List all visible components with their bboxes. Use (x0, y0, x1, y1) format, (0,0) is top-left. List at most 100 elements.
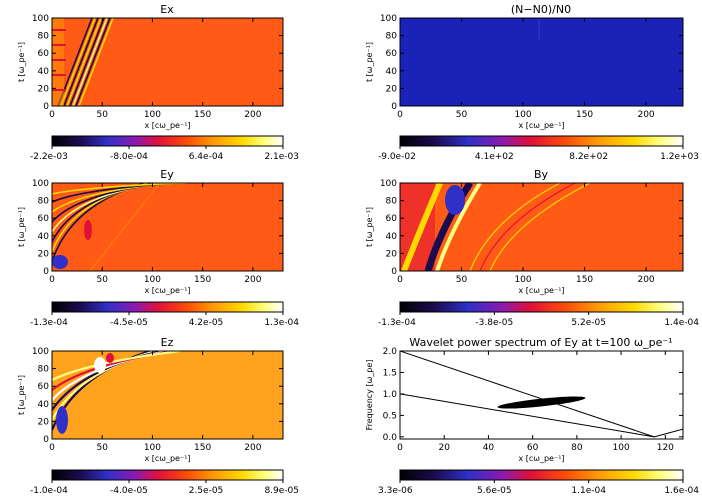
y-tick-label: 80 (386, 197, 398, 207)
plot-frame (399, 182, 684, 272)
plot-frame (399, 350, 684, 440)
colorbar-tick-label: -1.0e-04 (30, 486, 68, 496)
heatmap-field (52, 18, 283, 106)
x-tick-label: 100 (144, 275, 161, 285)
colorbar-tick-label: 5.6e-05 (477, 486, 512, 496)
y-axis-label: t [ω_pe⁻¹] (17, 42, 26, 82)
x-tick-label: 100 (514, 275, 531, 285)
y-tick-label: 100 (32, 14, 49, 24)
y-axis-label: Frequency [ω_pe] (365, 360, 374, 431)
colorbar-gradient (399, 469, 684, 481)
axes-ez: 0 50 100 150 200 x [cω_pe⁻¹] 0 20 40 60 80 100 t [ω_… (17, 347, 284, 463)
y-tick-label: 60 (386, 49, 398, 59)
axes-density: 0 50 100 150 200 x [cω_pe⁻¹] 0 20 40 60 80 100 t [ω_… (365, 14, 684, 130)
panel-ex: Ex (52, 3, 283, 106)
x-axis-label: x [cω_pe⁻¹] (144, 454, 190, 463)
panel-wavelet: Wavelet power spectrum of Ey at t=100 ω_… (400, 336, 683, 439)
panel-title: (N−N0)/N0 (511, 3, 571, 16)
x-tick-label: 100 (144, 443, 161, 453)
colorbar-ex: -2.2e-03 -8.0e-04 6.4e-04 2.1e-03 (30, 135, 299, 162)
colorbar-tick-label: 8.2e+02 (569, 152, 608, 162)
y-tick-label: 40 (386, 232, 398, 242)
x-tick-label: 0 (397, 443, 403, 453)
y-tick-label: 20 (38, 249, 50, 259)
heatmap-field (52, 183, 283, 271)
y-tick-label: 20 (386, 249, 398, 259)
x-tick-label: 150 (194, 110, 211, 120)
panel-density: (N−N0)/N0 (400, 3, 683, 106)
panel-title: Wavelet power spectrum of Ey at t=100 ω_… (409, 336, 672, 349)
plot-frame (51, 182, 284, 272)
x-tick-label: 60 (527, 443, 539, 453)
colorbar-gradient (51, 469, 284, 481)
colorbar-tick-label: 1.6e-04 (664, 486, 699, 496)
heatmap-field (400, 18, 683, 106)
colorbar-density: -9.0e-02 4.1e+02 8.2e+02 1.2e+03 (378, 135, 699, 162)
y-tick-label: 100 (32, 179, 49, 189)
y-axis-label: t [ω_pe⁻¹] (17, 207, 26, 247)
panel-by: By (400, 168, 683, 271)
x-tick-label: 50 (456, 275, 468, 285)
y-tick-label: 0 (43, 267, 49, 277)
x-tick-label: 120 (657, 443, 674, 453)
y-tick-label: 0.5 (383, 411, 397, 421)
y-tick-label: 60 (38, 214, 50, 224)
y-tick-label: 1.5 (383, 368, 397, 378)
source-oscillation (52, 18, 66, 106)
colorbar-tick-label: 2.1e-03 (264, 152, 299, 162)
colorbar-tick-label: 4.1e+02 (475, 152, 514, 162)
y-tick-label: 1.0 (383, 390, 398, 400)
panel-title: Ez (161, 336, 174, 349)
y-tick-label: 60 (38, 382, 50, 392)
y-axis-label: t [ω_pe⁻¹] (17, 375, 26, 415)
x-tick-label: 40 (483, 443, 495, 453)
colorbar-tick-label: 1.1e-04 (571, 486, 606, 496)
x-tick-label: 200 (637, 275, 654, 285)
colorbar-ez: -1.0e-04 -4.0e-05 2.5e-05 8.9e-05 (30, 469, 299, 496)
y-tick-label: 20 (38, 84, 50, 94)
x-tick-label: 0 (49, 275, 55, 285)
colorbar-tick-label: -8.0e-04 (110, 152, 148, 162)
colorbar-tick-label: 1.2e+03 (660, 152, 699, 162)
axes-ey: 0 50 100 150 200 x [cω_pe⁻¹] 0 20 40 60 80 100 t [ω_… (17, 179, 284, 295)
colorbar-tick-label: 1.3e-04 (264, 318, 299, 328)
y-tick-label: 80 (38, 197, 50, 207)
x-tick-label: 200 (244, 110, 261, 120)
colorbar-tick-label: 2.5e-05 (189, 486, 224, 496)
plot-frame (51, 17, 284, 107)
x-tick-label: 50 (96, 443, 108, 453)
x-tick-label: 100 (514, 110, 531, 120)
colorbar-tick-label: -1.3e-04 (30, 318, 68, 328)
x-tick-label: 0 (397, 110, 403, 120)
y-tick-label: 80 (386, 32, 398, 42)
ridge-line (400, 351, 655, 438)
colorbar-tick-label: 5.2e-05 (571, 318, 606, 328)
colorbar-tick-label: -9.0e-02 (378, 152, 416, 162)
colorbar-ey: -1.3e-04 -4.5e-05 4.2e-05 1.3e-04 (30, 301, 299, 328)
x-tick-label: 0 (49, 110, 55, 120)
y-tick-label: 80 (38, 365, 50, 375)
y-tick-label: 100 (32, 347, 49, 357)
x-tick-label: 150 (194, 275, 211, 285)
panel-title: Ey (160, 168, 174, 181)
y-tick-label: 40 (386, 67, 398, 77)
colorbar-tick-label: 4.2e-05 (189, 318, 224, 328)
colorbar-tick-label: -4.0e-05 (110, 486, 148, 496)
y-tick-label: 100 (380, 179, 397, 189)
x-tick-label: 100 (613, 443, 630, 453)
y-tick-label: 20 (38, 417, 50, 427)
power-blob (497, 396, 586, 409)
x-axis-label: x [cω_pe⁻¹] (144, 121, 190, 130)
axes-wavelet: 0 20 40 60 80 100 120 x [cω_pe⁻¹] 0.0 0.5 1.0 1.5 2.… (365, 347, 684, 463)
x-tick-label: 150 (576, 275, 593, 285)
panel-title: Ex (160, 3, 174, 16)
colorbar-tick-label: -2.2e-03 (30, 152, 68, 162)
axes-by: 0 50 100 150 200 x [cω_pe⁻¹] 0 20 40 60 80 100 t [ω_… (365, 179, 684, 295)
y-tick-label: 0 (43, 435, 49, 445)
x-tick-label: 0 (397, 275, 403, 285)
x-tick-label: 150 (194, 443, 211, 453)
ridge-line (654, 428, 683, 438)
x-tick-label: 0 (49, 443, 55, 453)
ridge-line (400, 393, 655, 438)
